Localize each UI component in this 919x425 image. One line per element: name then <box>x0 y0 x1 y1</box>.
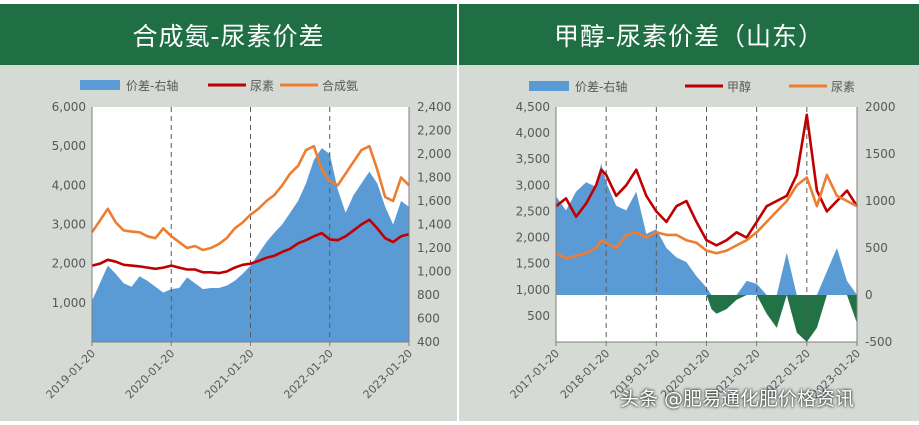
chart-plot-area: 价差-右轴 尿素 合成氨 1,000 2,000 3,000 4,000 5,000 6,000… <box>0 65 457 421</box>
right-axis-tick-label: 2,000 <box>417 147 451 161</box>
left-axis-tick-label: 3,000 <box>516 178 550 192</box>
right-axis-tick-label: 2000 <box>865 100 896 114</box>
legend-label: 价差-右轴 <box>126 78 178 93</box>
legend-label: 合成氨 <box>322 78 358 93</box>
left-axis-tick-label: 2,000 <box>52 257 86 271</box>
left-axis-tick-label: 3,000 <box>52 218 86 232</box>
price-line-series <box>91 218 410 275</box>
right-axis-tick-label: 500 <box>865 241 888 255</box>
left-axis-tick-label: 2,500 <box>516 204 550 218</box>
spread-area-series <box>92 148 409 342</box>
right-axis-tick-label: 1,200 <box>417 241 451 255</box>
chart-plot-area: 价差-右轴 甲醇 尿素 500 1,000 1,500 2,000 2,500 3,000 3,5… <box>459 65 919 421</box>
left-axis-tick-label: 1,000 <box>52 296 86 310</box>
left-axis-tick-label: 4,000 <box>516 126 550 140</box>
right-axis-tick-label: 800 <box>417 288 440 302</box>
legend-label: 尿素 <box>250 79 274 93</box>
price-line-series <box>90 144 410 252</box>
left-axis-tick-label: 3,500 <box>516 152 550 166</box>
left-axis-tick-label: 4,500 <box>516 100 550 114</box>
left-axis-tick-label: 1,500 <box>516 257 550 271</box>
x-axis-tick-label: 2022-01-20 <box>281 347 335 401</box>
right-axis-tick-label: 2,400 <box>417 100 451 114</box>
x-axis-tick-label: 2021-01-20 <box>202 347 256 401</box>
left-axis-tick-label: 6,000 <box>52 100 86 114</box>
price-line-series <box>555 173 858 260</box>
spread-area-series <box>556 163 857 295</box>
right-axis-tick-label: 1,800 <box>417 171 451 185</box>
chart-svg: 价差-右轴 尿素 合成氨 1,000 2,000 3,000 4,000 5,000 6,000… <box>44 78 452 401</box>
watermark-text: 头条 @肥易通化肥价格资讯 <box>620 388 855 410</box>
left-axis-tick-label: 4,000 <box>52 178 86 192</box>
right-axis-tick-label: 1,400 <box>417 218 451 232</box>
chart-title: 甲醇-尿素价差（山东） <box>459 4 919 65</box>
legend-label: 价差-右轴 <box>575 79 627 94</box>
left-axis-tick-label: 2,000 <box>516 231 550 245</box>
x-axis-tick-label: 2020-01-20 <box>123 347 177 401</box>
chart-title: 合成氨-尿素价差 <box>0 4 457 65</box>
left-axis-tick-label: 1,000 <box>516 283 550 297</box>
legend-swatch <box>529 81 569 91</box>
legend-label: 尿素 <box>831 80 855 94</box>
right-axis-tick-label: 1500 <box>865 147 896 161</box>
right-axis-tick-label: 600 <box>417 312 440 326</box>
right-axis-tick-label: 0 <box>865 288 873 302</box>
chart-panel-ammonia-urea: 合成氨-尿素价差 价差-右轴 尿素 合成氨 1,000 2,000 3,000 4,000 5… <box>0 0 457 421</box>
spread-negative-area-series <box>556 295 857 342</box>
right-axis-tick-label: 2,200 <box>417 124 451 138</box>
right-axis-tick-label: -500 <box>865 335 892 349</box>
right-axis-tick-label: 1000 <box>865 194 896 208</box>
left-axis-tick-label: 500 <box>527 309 550 323</box>
right-axis-tick-label: 1,000 <box>417 265 451 279</box>
legend-swatch <box>80 80 120 90</box>
price-line-series <box>555 113 859 247</box>
left-axis-tick-label: 5,000 <box>52 139 86 153</box>
chart-panel-methanol-urea: 甲醇-尿素价差（山东） 价差-右轴 甲醇 尿素 500 1,000 1,500 2,000 2… <box>459 0 919 421</box>
x-axis-tick-label: 2019-01-20 <box>44 347 98 401</box>
chart-svg: 价差-右轴 甲醇 尿素 500 1,000 1,500 2,000 2,500 3,000 3,5… <box>508 79 896 401</box>
legend-label: 甲醇 <box>727 79 751 94</box>
x-axis-tick-label: 2017-01-20 <box>508 347 562 401</box>
right-axis-tick-label: 1,600 <box>417 194 451 208</box>
x-axis-tick-label: 2023-01-20 <box>361 347 415 401</box>
right-axis-tick-label: 400 <box>417 335 440 349</box>
x-axis-tick-label: 2018-01-20 <box>558 347 612 401</box>
